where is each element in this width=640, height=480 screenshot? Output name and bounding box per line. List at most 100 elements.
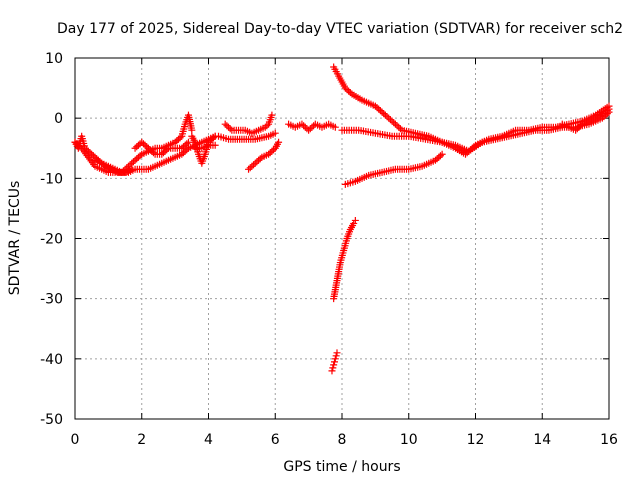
data-point xyxy=(119,167,127,175)
x-tick-label: 12 xyxy=(467,432,485,448)
data-point xyxy=(371,102,379,110)
data-point xyxy=(74,141,82,149)
data-point xyxy=(71,138,79,146)
data-point xyxy=(602,108,610,116)
data-point xyxy=(88,150,96,158)
data-point xyxy=(223,122,231,130)
data-point xyxy=(431,156,439,164)
data-point xyxy=(251,159,259,167)
data-point xyxy=(248,162,256,170)
data-point xyxy=(138,138,146,146)
data-point xyxy=(306,125,314,133)
x-tick-label: 6 xyxy=(271,432,280,448)
data-point xyxy=(179,149,187,157)
data-point xyxy=(396,125,404,133)
gridlines xyxy=(75,58,609,419)
y-tick-label: -10 xyxy=(40,171,63,187)
data-point xyxy=(266,149,274,157)
x-tick-label: 14 xyxy=(533,432,551,448)
data-point xyxy=(331,123,339,131)
data-point xyxy=(226,125,234,133)
data-point xyxy=(343,86,351,94)
data-point xyxy=(393,122,401,130)
data-point xyxy=(73,140,81,148)
data-point xyxy=(188,126,196,134)
data-point xyxy=(268,147,276,155)
data-point xyxy=(183,146,191,154)
data-point xyxy=(333,349,341,357)
data-point xyxy=(329,364,337,372)
data-point xyxy=(123,164,131,172)
data-series xyxy=(330,216,359,303)
data-point xyxy=(126,161,134,169)
y-tick-label: 0 xyxy=(54,111,63,127)
data-points xyxy=(71,63,613,375)
data-point xyxy=(345,87,353,95)
data-point xyxy=(301,123,309,131)
data-series xyxy=(328,349,341,375)
data-point xyxy=(305,126,313,134)
data-point xyxy=(572,126,580,134)
data-point xyxy=(598,111,606,119)
data-point xyxy=(265,150,273,158)
data-point xyxy=(385,114,393,122)
data-point xyxy=(208,135,216,143)
data-point xyxy=(383,113,391,121)
axis-tick-labels: 0 2 4 6 8 10 12 14 16 10 0 -10 -20 -30 -40 -50 xyxy=(40,51,618,448)
data-point xyxy=(331,355,339,363)
data-point xyxy=(159,149,167,157)
y-tick-label: 10 xyxy=(45,51,63,67)
data-point xyxy=(270,146,278,154)
data-point xyxy=(346,89,354,97)
data-point xyxy=(149,149,157,157)
data-point xyxy=(141,141,149,149)
data-point xyxy=(386,116,394,124)
data-point xyxy=(246,164,254,172)
data-point xyxy=(161,147,169,155)
data-point xyxy=(380,110,388,118)
data-point xyxy=(390,119,398,127)
data-point xyxy=(438,150,446,158)
data-point xyxy=(600,110,608,118)
data-point xyxy=(181,147,189,155)
y-axis-label: SDTVAR / TECUs xyxy=(7,181,23,296)
data-point xyxy=(341,84,349,92)
data-point xyxy=(134,141,142,149)
chart-title: Day 177 of 2025, Sidereal Day-to-day VTE… xyxy=(57,21,623,37)
data-point xyxy=(76,143,84,151)
data-point xyxy=(221,120,229,128)
data-point xyxy=(436,152,444,160)
x-tick-label: 4 xyxy=(204,432,213,448)
data-point xyxy=(271,129,279,137)
axis-ticks xyxy=(74,57,610,420)
data-point xyxy=(391,120,399,128)
x-axis-label: GPS time / hours xyxy=(283,459,400,475)
data-point xyxy=(381,111,389,119)
data-point xyxy=(261,123,269,131)
data-point xyxy=(373,104,381,112)
data-point xyxy=(605,105,613,113)
y-tick-label: -40 xyxy=(40,352,63,368)
data-point xyxy=(89,152,97,160)
data-series xyxy=(71,132,219,176)
data-point xyxy=(328,367,336,375)
data-point xyxy=(388,117,396,125)
data-point xyxy=(298,120,306,128)
data-point xyxy=(577,122,585,130)
data-point xyxy=(146,146,154,154)
data-point xyxy=(603,107,611,115)
data-point xyxy=(121,165,129,173)
data-series xyxy=(91,111,196,176)
data-point xyxy=(178,150,186,158)
y-tick-label: -20 xyxy=(40,232,63,248)
data-point xyxy=(173,137,181,145)
data-point xyxy=(435,153,443,161)
data-point xyxy=(461,150,469,158)
x-tick-label: 2 xyxy=(137,432,146,448)
data-point xyxy=(178,144,186,152)
data-point xyxy=(256,155,264,163)
data-point xyxy=(245,165,253,173)
data-point xyxy=(124,162,132,170)
data-point xyxy=(133,143,141,151)
